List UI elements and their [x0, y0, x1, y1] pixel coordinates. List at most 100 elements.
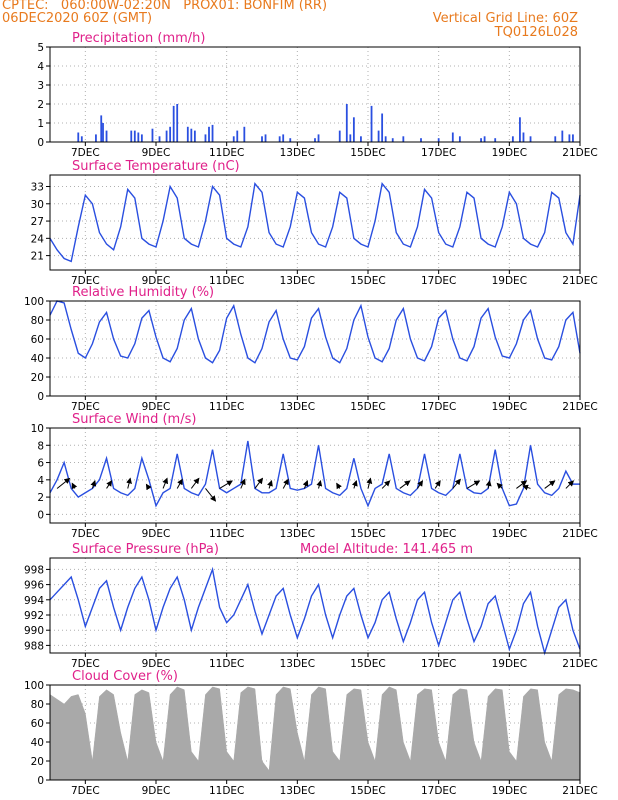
x-tick-label: 11DEC	[209, 147, 244, 159]
wind-vector-arrow	[176, 478, 183, 489]
y-tick-label: 33	[31, 182, 44, 194]
precip-bar	[437, 138, 440, 142]
panel-frame	[49, 684, 581, 781]
precip-bar	[236, 130, 239, 142]
precip-bar	[381, 113, 384, 142]
precip-bar	[511, 136, 514, 142]
x-tick-label: 7DEC	[71, 528, 100, 540]
x-tick-label: 21DEC	[562, 401, 597, 413]
precip-bar	[360, 136, 362, 142]
precip-bar	[95, 134, 97, 142]
x-tick-label: 17DEC	[421, 275, 456, 287]
wind-vector-arrow	[302, 480, 309, 489]
y-tick-label: 2	[37, 492, 44, 504]
y-tick-label: 10	[31, 423, 44, 435]
x-tick-label: 19DEC	[492, 658, 527, 670]
x-tick-label: 11DEC	[209, 785, 244, 797]
wind-vector-arrow	[366, 477, 373, 489]
x-tick-label: 9DEC	[142, 785, 171, 797]
wind-vector-arrow	[106, 480, 113, 489]
y-tick-label: 2	[37, 99, 44, 111]
precip-bar	[80, 136, 83, 142]
precip-bar	[289, 138, 292, 142]
wind-vector-arrow	[565, 480, 575, 489]
precip-bar	[522, 132, 525, 142]
y-tick-label: 0	[37, 137, 44, 149]
precip-bar	[176, 104, 179, 142]
x-tick-label: 13DEC	[280, 147, 315, 159]
x-tick-label: 7DEC	[71, 785, 100, 797]
panel-title-rh: Relative Humidity (%)	[72, 285, 214, 300]
y-tick-label: 996	[24, 580, 44, 592]
precip-bar	[314, 138, 316, 142]
x-tick-label: 7DEC	[71, 147, 100, 159]
y-tick-label: 60	[31, 334, 44, 346]
precip-bar	[169, 126, 172, 142]
precip-bar	[458, 136, 461, 142]
precip-bar	[77, 132, 80, 142]
wind-vector-arrow	[452, 478, 461, 489]
precip-bar	[568, 134, 571, 142]
wind-vector-arrow	[417, 480, 424, 489]
precip-bar	[420, 138, 422, 142]
x-tick-label: 21DEC	[562, 147, 597, 159]
precip-bar	[384, 136, 387, 142]
panel-frame	[49, 46, 581, 143]
precip-bar	[317, 134, 320, 142]
x-tick-label: 13DEC	[280, 401, 315, 413]
precip-bar	[529, 136, 532, 142]
panel-frame	[49, 174, 581, 271]
panel-title-cloud: Cloud Cover (%)	[72, 669, 178, 684]
header-grid-note: Vertical Grid Line: 60Z	[432, 11, 578, 26]
precip-bar	[232, 136, 235, 142]
y-tick-label: 21	[31, 251, 44, 263]
x-tick-label: 19DEC	[492, 528, 527, 540]
wind-vector-arrow	[190, 477, 200, 489]
y-tick-label: 20	[31, 756, 44, 768]
wind-vector-arrow	[126, 477, 132, 489]
precip-bar	[261, 136, 263, 142]
precip-bar	[349, 134, 352, 142]
precip-bar	[105, 130, 108, 142]
y-tick-label: 8	[37, 440, 44, 452]
wind-vector-arrow	[351, 480, 358, 489]
x-tick-label: 21DEC	[562, 658, 597, 670]
pres-series-line	[49, 566, 581, 656]
cloud-area	[49, 686, 581, 781]
x-tick-label: 17DEC	[421, 785, 456, 797]
precip-bar	[190, 128, 193, 142]
y-tick-label: 100	[24, 296, 44, 308]
panel-title-pres: Surface Pressure (hPa)	[72, 542, 219, 557]
precip-bar	[186, 126, 189, 142]
y-tick-label: 3	[37, 80, 44, 92]
x-tick-label: 11DEC	[209, 658, 244, 670]
wind-vector-arrow	[254, 477, 264, 489]
wind-vector-arrow	[544, 480, 556, 489]
model-altitude-label: Model Altitude: 141.465 m	[300, 542, 473, 557]
panel-frame	[49, 557, 581, 654]
y-tick-label: 80	[31, 699, 44, 711]
x-tick-label: 9DEC	[142, 275, 171, 287]
wind-series-line	[49, 440, 580, 508]
x-tick-label: 9DEC	[142, 528, 171, 540]
x-tick-label: 11DEC	[209, 528, 244, 540]
precip-bar	[480, 138, 482, 142]
rh-series-line	[49, 300, 581, 364]
precip-bar	[133, 130, 136, 142]
x-tick-label: 17DEC	[421, 401, 456, 413]
y-tick-label: 998	[24, 564, 44, 576]
x-tick-label: 15DEC	[350, 147, 385, 159]
wind-vector-arrow	[434, 480, 441, 489]
y-tick-label: 40	[31, 737, 44, 749]
x-tick-label: 9DEC	[142, 401, 171, 413]
precip-bar	[193, 130, 196, 142]
x-tick-label: 19DEC	[492, 147, 527, 159]
panel-title-wind: Surface Wind (m/s)	[72, 412, 196, 427]
precip-bar	[451, 132, 454, 142]
y-tick-label: 4	[37, 61, 44, 73]
x-tick-label: 13DEC	[280, 275, 315, 287]
header-code: TQ0126L028	[494, 25, 578, 40]
x-tick-label: 13DEC	[280, 528, 315, 540]
wind-vector-arrow	[485, 479, 492, 489]
